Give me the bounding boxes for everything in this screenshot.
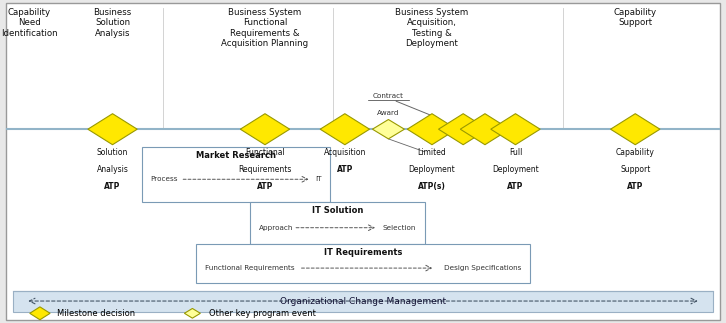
Text: Design Specifications: Design Specifications [444, 265, 521, 271]
Polygon shape [320, 114, 370, 145]
Text: Capability
Support: Capability Support [613, 8, 657, 27]
Polygon shape [240, 114, 290, 145]
Text: Business
Solution
Analysis: Business Solution Analysis [94, 8, 131, 38]
Polygon shape [439, 114, 488, 145]
Text: Contract: Contract [373, 92, 404, 99]
Bar [196, 244, 530, 283]
Text: Support: Support [620, 165, 650, 174]
Text: Full: Full [509, 148, 522, 157]
Polygon shape [407, 114, 457, 145]
Text: Business System
Functional
Requirements &
Acquisition Planning: Business System Functional Requirements … [221, 8, 309, 48]
Text: Capability
Need
Identification: Capability Need Identification [1, 8, 57, 38]
Text: Analysis: Analysis [97, 165, 129, 174]
Text: Functional: Functional [245, 148, 285, 157]
Text: Functional Requirements: Functional Requirements [205, 265, 294, 271]
Bar [142, 147, 330, 202]
Polygon shape [460, 114, 510, 145]
Polygon shape [611, 114, 660, 145]
Text: ATP: ATP [507, 182, 523, 191]
Polygon shape [372, 120, 404, 139]
Polygon shape [30, 307, 50, 320]
Text: Other key program event: Other key program event [209, 309, 316, 318]
Text: Solution: Solution [97, 148, 129, 157]
Text: IT: IT [315, 176, 322, 182]
Polygon shape [184, 308, 200, 318]
Text: ATP: ATP [257, 182, 273, 191]
Text: Capability: Capability [616, 148, 655, 157]
Bar [250, 202, 425, 244]
Text: ATP(s): ATP(s) [418, 182, 446, 191]
Bar [13, 291, 713, 311]
Polygon shape [491, 114, 540, 145]
Text: Deployment: Deployment [492, 165, 539, 174]
Text: ATP: ATP [337, 165, 353, 174]
Text: IT Solution: IT Solution [312, 206, 363, 215]
Text: Milestone decision: Milestone decision [57, 309, 135, 318]
Text: Process: Process [150, 176, 178, 182]
Text: Business System
Acquisition,
Testing &
Deployment: Business System Acquisition, Testing & D… [396, 8, 468, 48]
Text: IT Requirements: IT Requirements [324, 248, 402, 257]
Text: Organizational Change Management: Organizational Change Management [280, 297, 446, 306]
Text: Acquisition: Acquisition [324, 148, 366, 157]
Text: Selection: Selection [383, 225, 416, 231]
Text: Requirements: Requirements [238, 165, 292, 174]
Text: Award: Award [378, 110, 399, 116]
Text: ATP: ATP [105, 182, 121, 191]
Text: Limited: Limited [417, 148, 446, 157]
Text: ATP: ATP [627, 182, 643, 191]
Text: Approach: Approach [259, 225, 293, 231]
Text: Deployment: Deployment [409, 165, 455, 174]
Polygon shape [88, 114, 137, 145]
Text: Market Research: Market Research [196, 151, 276, 160]
